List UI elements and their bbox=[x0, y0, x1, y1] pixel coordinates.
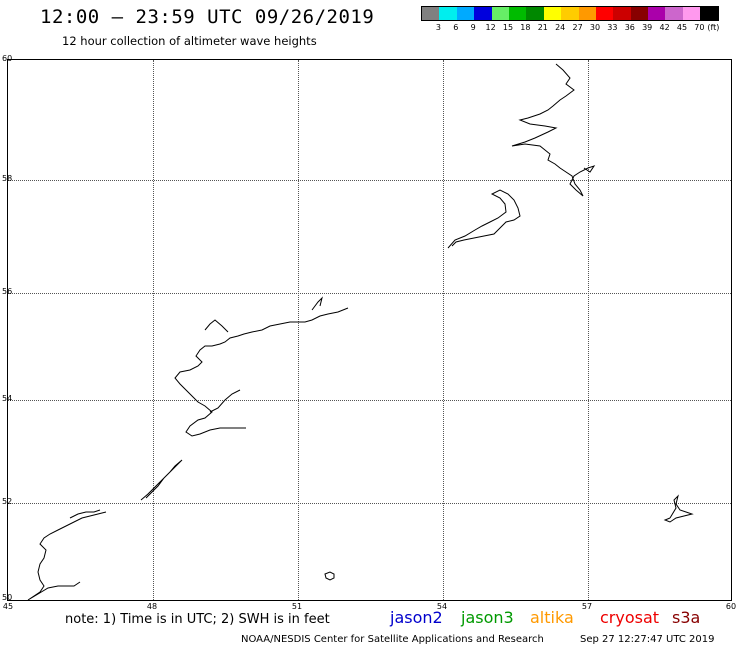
map-subtitle: 12 hour collection of altimeter wave hei… bbox=[62, 34, 317, 48]
color-swatch-10 bbox=[595, 7, 614, 20]
lat-label-58: 58 bbox=[2, 174, 13, 183]
grid-line-lon-48 bbox=[153, 60, 154, 600]
color-swatch-14 bbox=[665, 7, 683, 20]
color-swatch-0 bbox=[422, 7, 440, 20]
color-swatch-6 bbox=[526, 7, 544, 20]
color-swatch-11 bbox=[613, 7, 631, 20]
coastline-upper-middle bbox=[447, 189, 521, 249]
color-scale-label-24: 24 bbox=[555, 23, 566, 32]
lon-label-48: 48 bbox=[146, 602, 158, 611]
map-plot-area bbox=[7, 59, 732, 601]
legend-jason2: jason2 bbox=[390, 608, 443, 627]
legend-altika: altika bbox=[530, 608, 574, 627]
color-scale-label-21: 21 bbox=[537, 23, 548, 32]
grid-line-lat-54 bbox=[8, 400, 731, 401]
color-scale-label-45: 45 bbox=[676, 23, 688, 32]
grid-line-lon-54 bbox=[443, 60, 444, 600]
credit-text: NOAA/NESDIS Center for Satellite Applica… bbox=[241, 634, 544, 645]
legend-cryosat: cryosat bbox=[600, 608, 660, 627]
color-scale-label-9: 9 bbox=[470, 23, 476, 32]
color-scale-label-70: 70 bbox=[694, 23, 705, 32]
color-swatch-4 bbox=[491, 7, 509, 20]
color-swatch-1 bbox=[439, 7, 457, 20]
lon-label-54: 54 bbox=[436, 602, 448, 611]
legend-jason3: jason3 bbox=[461, 608, 514, 627]
color-scale-label-39: 39 bbox=[642, 23, 653, 32]
color-swatch-16 bbox=[700, 7, 718, 20]
lat-label-60: 60 bbox=[2, 54, 13, 63]
coastline-east-fragment bbox=[663, 494, 694, 523]
color-swatch-9 bbox=[578, 7, 596, 20]
lon-label-45: 45 bbox=[2, 602, 14, 611]
note-text: note: 1) Time is in UTC; 2) SWH is in fe… bbox=[65, 612, 330, 627]
map-title: 12:00 – 23:59 UTC 09/26/2019 bbox=[40, 6, 375, 28]
color-swatch-13 bbox=[648, 7, 666, 20]
color-swatch-12 bbox=[630, 7, 649, 20]
coastline-north-east bbox=[511, 63, 596, 197]
grid-line-lon-57 bbox=[588, 60, 589, 600]
lon-label-60: 60 bbox=[725, 602, 737, 611]
lon-label-57: 57 bbox=[581, 602, 593, 611]
legend-s3a: s3a bbox=[672, 608, 701, 627]
island-small bbox=[324, 571, 335, 581]
color-scale-labels: 3 6 9 12 15 18 21 24 27 30 33 36 39 42 45 70 (ft) bbox=[421, 23, 720, 35]
color-scale-label-27: 27 bbox=[572, 23, 583, 32]
wave-height-color-scale: 3 6 9 12 15 18 21 24 27 30 33 36 39 42 45 70 (ft) bbox=[421, 6, 719, 35]
timestamp-text: Sep 27 12:27:47 UTC 2019 bbox=[580, 634, 715, 645]
color-scale-label-15: 15 bbox=[502, 23, 514, 32]
color-scale-label-42: 42 bbox=[659, 23, 670, 32]
color-swatch-5 bbox=[508, 7, 527, 20]
color-scale-label-12: 12 bbox=[485, 23, 496, 32]
color-scale-label-18: 18 bbox=[520, 23, 531, 32]
color-swatch-3 bbox=[474, 7, 492, 20]
color-scale-label-33: 33 bbox=[607, 23, 618, 32]
grid-line-lon-51 bbox=[298, 60, 299, 600]
color-scale-label-3: 3 bbox=[435, 23, 441, 32]
lon-label-51: 51 bbox=[291, 602, 303, 611]
color-swatch-7 bbox=[543, 7, 562, 20]
lat-label-54: 54 bbox=[2, 394, 13, 403]
coastline-central bbox=[174, 296, 349, 437]
lat-label-56: 56 bbox=[2, 287, 13, 296]
color-scale-label-6: 6 bbox=[453, 23, 459, 32]
color-scale-label-30: 30 bbox=[589, 23, 601, 32]
color-scale-unit: (ft) bbox=[707, 23, 720, 32]
grid-line-lat-52 bbox=[8, 503, 731, 504]
color-scale-label-36: 36 bbox=[624, 23, 635, 32]
color-swatch-8 bbox=[561, 7, 579, 20]
coastline-south-west bbox=[27, 509, 107, 601]
grid-line-lat-56 bbox=[8, 293, 731, 294]
color-scale-swatches bbox=[421, 6, 719, 21]
grid-line-lat-58 bbox=[8, 180, 731, 181]
lat-label-50: 50 bbox=[2, 593, 13, 602]
lat-label-52: 52 bbox=[2, 497, 13, 506]
color-swatch-15 bbox=[682, 7, 701, 20]
coastline-lower-middle bbox=[140, 459, 183, 501]
color-swatch-2 bbox=[456, 7, 475, 20]
